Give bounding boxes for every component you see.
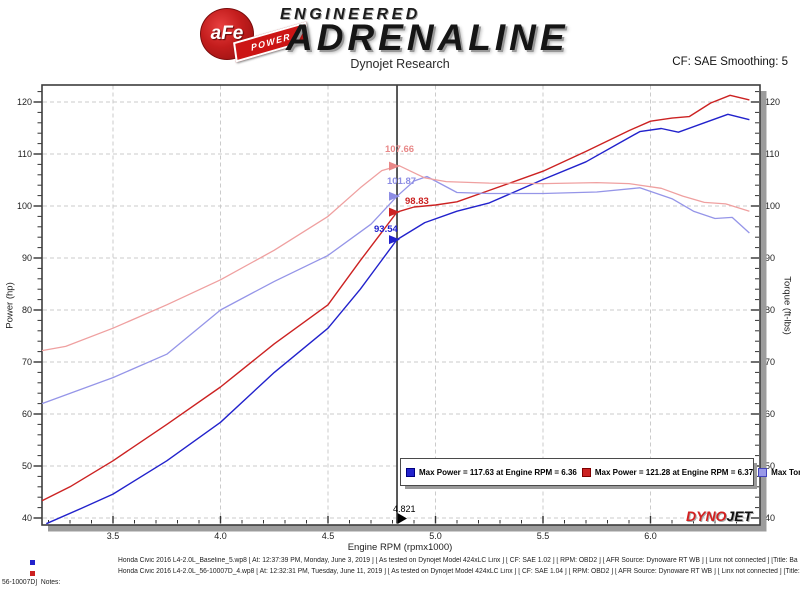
cursor-readout-label: 101.87: [387, 176, 416, 187]
x-tick-label: 3.5: [106, 531, 120, 541]
run-info-new: Honda Civic 2016 L4-2.0L_56-10007D_4.wp8…: [118, 568, 800, 575]
x-tick-label: 4.0: [214, 531, 227, 541]
y-tick-label-right: 60: [765, 409, 776, 419]
x-tick-label: 4.5: [321, 531, 335, 541]
y-tick-label-left: 70: [21, 357, 32, 367]
cursor-readout-label: 107.66: [385, 144, 414, 155]
dynojet-logo: DYNOJET: [686, 508, 752, 524]
legend-swatch-power-baseline: [406, 467, 415, 477]
y-tick-label-right: 100: [765, 201, 781, 211]
run-info-baseline: Honda Civic 2016 L4-2.0L_Baseline_5.wp8 …: [118, 557, 798, 564]
y-tick-label-right: 80: [765, 305, 776, 315]
series-curve-torque-56-10007D: [41, 164, 750, 352]
legend-entry-power-new: Max Power = 121.28 at Engine RPM = 6.37: [577, 467, 753, 477]
dynojet-logo-jet: JET: [726, 508, 753, 524]
x-tick-label: 5.5: [536, 531, 550, 541]
plot-shadow-right: [760, 91, 767, 532]
x-tick-label: 6.0: [644, 531, 657, 541]
legend-entry-power-baseline: Max Power = 117.63 at Engine RPM = 6.36: [401, 467, 577, 477]
cursor-flag: [389, 207, 401, 217]
cursor-rpm-label: 4.821: [393, 504, 416, 514]
y-tick-label-right: 70: [765, 357, 776, 367]
y-tick-label-right: 90: [765, 253, 776, 263]
cursor-flag: [389, 235, 401, 245]
y-tick-label-left: 90: [21, 253, 32, 263]
legend-box: Max Power = 117.63 at Engine RPM = 6.36 …: [400, 458, 800, 486]
legend-swatch-torque-baseline: [758, 467, 768, 477]
run-info-wrap: 56-10007D] Notes:: [2, 579, 61, 586]
cursor-rpm-flag: [397, 513, 408, 524]
y-tick-label-left: 40: [21, 513, 32, 523]
plot-shadow-bottom: [48, 525, 767, 532]
y-tick-label-left: 80: [21, 305, 32, 315]
y-tick-label-right: 120: [765, 97, 781, 107]
cursor-readout-label: 93.54: [374, 224, 398, 235]
run-swatch-baseline: [30, 560, 35, 565]
brand-adrenaline: ADRENALINE: [286, 17, 569, 58]
plot-border: [41, 84, 761, 526]
legend-entry-torque-baseline: Max Torque = 105.67 at Engine RPM = 4.96: [753, 467, 800, 477]
x-axis-title: Engine RPM (rpmx1000): [347, 542, 453, 553]
legend-label: Max Power = 117.63 at Engine RPM = 6.36: [419, 467, 577, 477]
legend-swatch-power-new: [581, 467, 591, 477]
series-curve-power-baseline: [46, 113, 750, 525]
afe-power-logo: aFe: [200, 8, 254, 60]
series-curve-power-56-10007D: [41, 94, 750, 502]
x-tick-label: 5.0: [429, 531, 442, 541]
y-tick-label-left: 100: [16, 201, 32, 211]
smoothing-status: CF: SAE Smoothing: 5: [672, 56, 788, 68]
y-tick-label-right: 50: [765, 461, 776, 471]
cursor-flag: [389, 161, 401, 171]
y-tick-label-right: 110: [765, 149, 780, 159]
cursor-flag: [389, 191, 401, 201]
cursor-readout-label: 98.83: [405, 196, 429, 207]
y-tick-label-left: 120: [16, 97, 32, 107]
run-swatch-new: [30, 571, 35, 576]
legend-label: Max Power = 121.28 at Engine RPM = 6.37: [594, 467, 754, 477]
afe-logo-text: aFe: [210, 23, 244, 44]
series-curve-torque-baseline: [41, 175, 750, 405]
y-tick-label-left: 110: [17, 149, 32, 159]
legend-label: Max Torque = 105.67 at Engine RPM = 4.96: [771, 467, 800, 477]
dynojet-logo-dyno: DYNO: [686, 508, 727, 524]
brand-engineered: ENGINEERED: [280, 6, 421, 23]
y-tick-label-left: 60: [21, 409, 32, 419]
y-tick-label-right: 40: [765, 513, 776, 523]
chart-title: Dynojet Research: [350, 57, 450, 71]
y-tick-label-left: 50: [21, 461, 32, 471]
